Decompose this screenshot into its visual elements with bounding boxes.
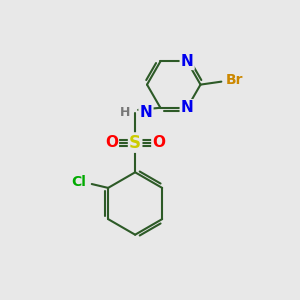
Text: Br: Br — [226, 73, 244, 87]
Text: O: O — [105, 135, 118, 150]
Text: N: N — [181, 100, 194, 115]
Text: S: S — [129, 134, 141, 152]
Text: N: N — [140, 105, 152, 120]
Text: O: O — [152, 135, 165, 150]
Text: H: H — [119, 106, 130, 119]
Text: N: N — [181, 54, 194, 69]
Text: Cl: Cl — [71, 175, 86, 189]
